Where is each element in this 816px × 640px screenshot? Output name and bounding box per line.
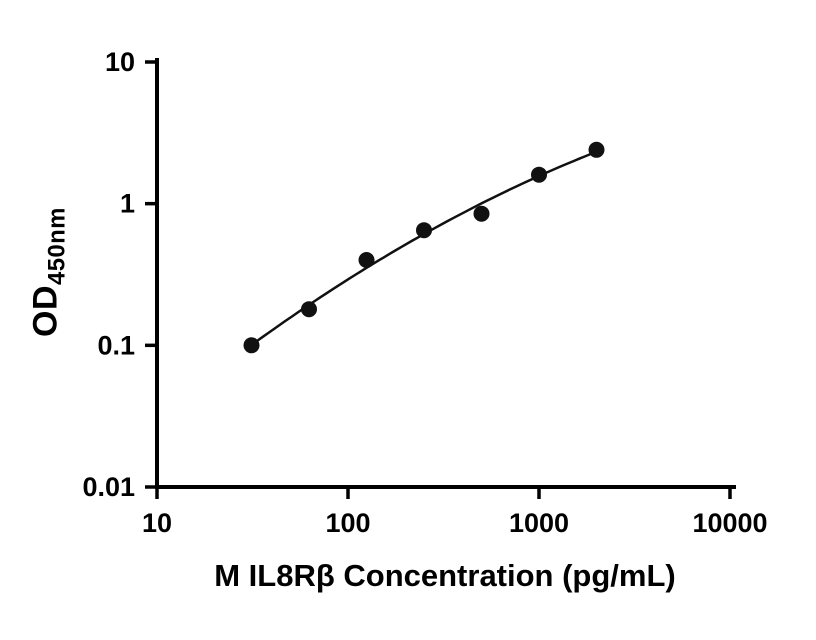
data-point bbox=[243, 337, 260, 354]
y-tick-label: 0.01 bbox=[82, 472, 135, 502]
data-point bbox=[473, 205, 490, 222]
y-axis-title: OD450nm bbox=[26, 207, 71, 337]
data-point bbox=[301, 301, 317, 318]
x-tick-label: 1000 bbox=[509, 508, 569, 538]
y-tick-label: 1 bbox=[120, 189, 135, 219]
x-tick-label: 100 bbox=[325, 508, 370, 538]
fit-curve bbox=[250, 150, 597, 347]
y-tick-label: 0.1 bbox=[97, 330, 135, 360]
y-tick-label: 10 bbox=[105, 47, 135, 77]
x-axis-title: M IL8Rβ Concentration (pg/mL) bbox=[214, 558, 676, 593]
y-axis-title-sub: 450nm bbox=[43, 207, 71, 285]
x-tick-label: 10000 bbox=[692, 508, 767, 538]
x-tick-label: 10 bbox=[142, 508, 172, 538]
data-point bbox=[416, 222, 432, 239]
y-axis-title-main: OD bbox=[26, 284, 65, 337]
data-point bbox=[531, 166, 547, 183]
data-point bbox=[358, 252, 375, 268]
data-point bbox=[588, 141, 605, 158]
